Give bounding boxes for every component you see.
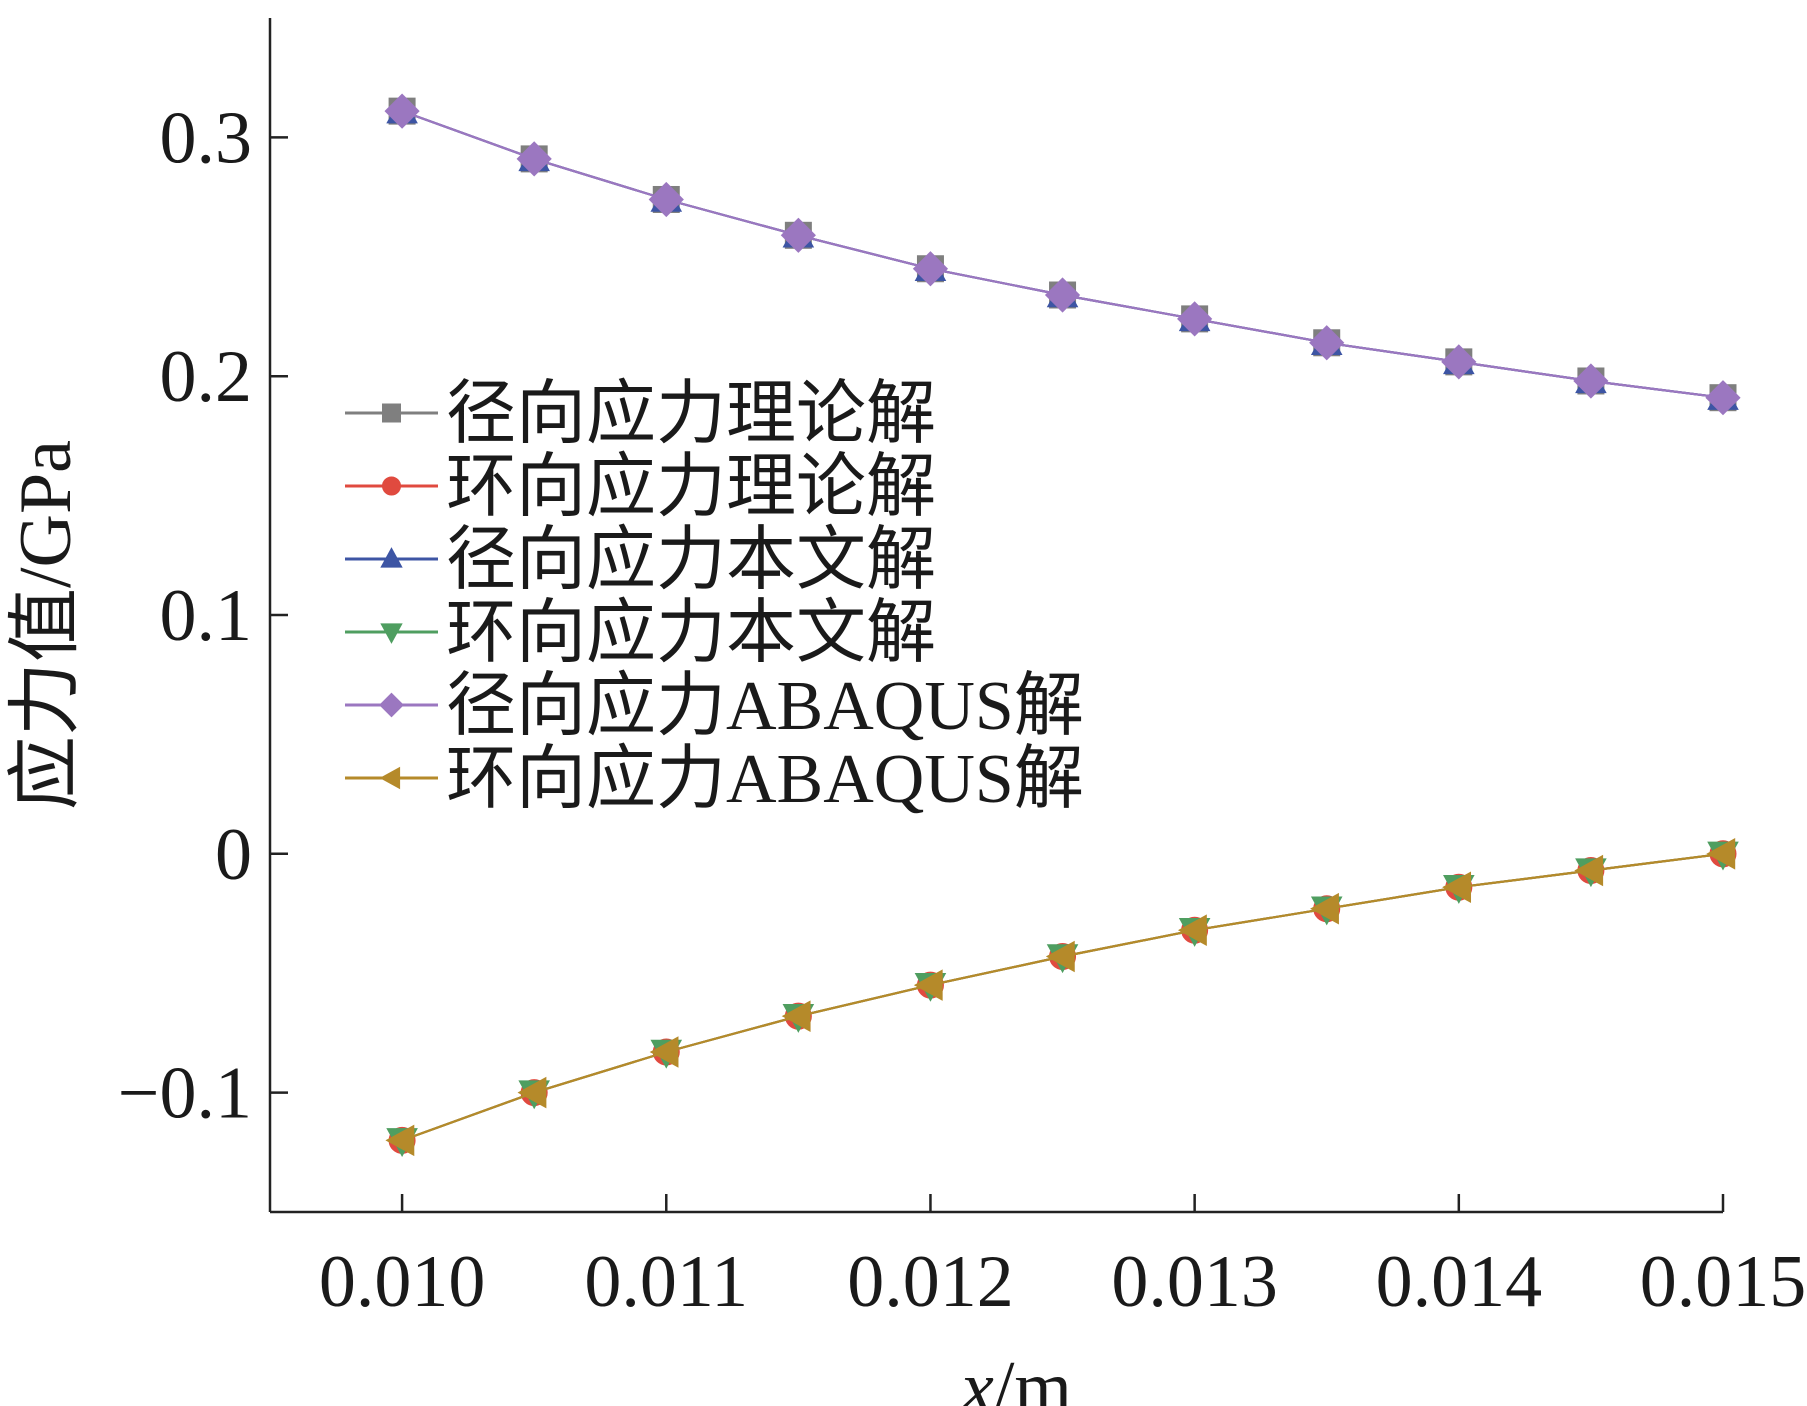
legend-item: 环向应力本文解	[345, 595, 936, 672]
x-tick-label: 0.011	[584, 1241, 748, 1323]
data-point	[517, 1076, 547, 1109]
x-tick-label: 0.015	[1640, 1241, 1807, 1323]
data-point	[1705, 380, 1741, 416]
series-line	[401, 852, 1724, 1142]
data-point	[1044, 277, 1081, 313]
data-point	[1177, 301, 1213, 337]
legend-marker	[379, 766, 401, 790]
data-point	[648, 181, 684, 218]
legend-item: 环向应力ABAQUS解	[345, 741, 1084, 818]
axes: −0.1 0 0.1 0.2 0.3 0.010 0.011 0.012 0.013 0.014 0…	[118, 18, 1806, 1323]
legend-item: 径向应力ABAQUS解	[345, 668, 1084, 745]
legend-label: 环向应力ABAQUS解	[446, 741, 1084, 818]
series-2	[388, 840, 1737, 1154]
series-1	[388, 97, 1737, 412]
x-tick-label: 0.014	[1376, 1241, 1543, 1323]
data-point	[1442, 871, 1472, 904]
series-line	[401, 110, 1724, 399]
series-line	[401, 852, 1724, 1142]
series-6	[385, 838, 1736, 1157]
x-axis-unit: /m	[994, 1347, 1072, 1406]
data-point	[780, 217, 816, 253]
series-3	[386, 94, 1739, 410]
data-point	[385, 1124, 415, 1157]
data-point	[1441, 344, 1477, 380]
x-tick-label: 0.012	[847, 1241, 1014, 1323]
legend-item: 径向应力本文解	[345, 522, 936, 599]
data-point	[781, 1000, 811, 1032]
legend: 径向应力理论解环向应力理论解径向应力本文解环向应力本文解径向应力ABAQUS解环…	[345, 376, 1084, 818]
data-point	[1310, 892, 1339, 925]
y-axis-title: 应力值/GPa	[5, 440, 87, 810]
data-point	[649, 1036, 679, 1068]
x-tick-label: 0.013	[1111, 1241, 1278, 1323]
legend-item: 径向应力理论解	[345, 376, 936, 453]
series-line	[401, 110, 1724, 399]
legend-label: 径向应力本文解	[446, 522, 936, 599]
legend-item: 环向应力理论解	[345, 449, 936, 526]
legend-marker	[379, 692, 404, 718]
data-point	[384, 93, 420, 129]
x-axis-variable: x	[960, 1347, 994, 1406]
series-4	[386, 841, 1739, 1158]
data-point	[1045, 940, 1075, 973]
legend-label: 径向应力ABAQUS解	[446, 668, 1084, 745]
y-tick-label: −0.1	[118, 1053, 252, 1135]
data-point	[1309, 325, 1345, 361]
y-tick-label: 0	[215, 814, 252, 896]
legend-label: 环向应力本文解	[446, 595, 936, 672]
data-point	[1573, 363, 1609, 399]
data-point	[913, 969, 943, 1001]
series-layer	[384, 93, 1741, 1158]
data-point	[912, 251, 949, 287]
y-tick-label: 0.3	[160, 97, 253, 179]
series-5	[384, 93, 1741, 416]
series-line	[401, 852, 1724, 1142]
y-tick-label: 0.1	[160, 575, 253, 657]
legend-label: 环向应力理论解	[446, 449, 936, 526]
legend-marker	[380, 623, 403, 644]
y-tick-label: 0.2	[160, 336, 253, 418]
legend-marker	[380, 547, 403, 568]
legend-label: 径向应力理论解	[446, 376, 936, 453]
data-point	[516, 141, 552, 177]
data-point	[1177, 914, 1207, 947]
series-line	[401, 110, 1724, 399]
x-tick-label: 0.010	[319, 1241, 486, 1323]
data-point	[1706, 838, 1736, 870]
legend-marker	[382, 403, 401, 423]
x-axis-title: x/m	[960, 1347, 1072, 1406]
legend-marker	[382, 476, 401, 496]
data-point	[1574, 854, 1604, 887]
